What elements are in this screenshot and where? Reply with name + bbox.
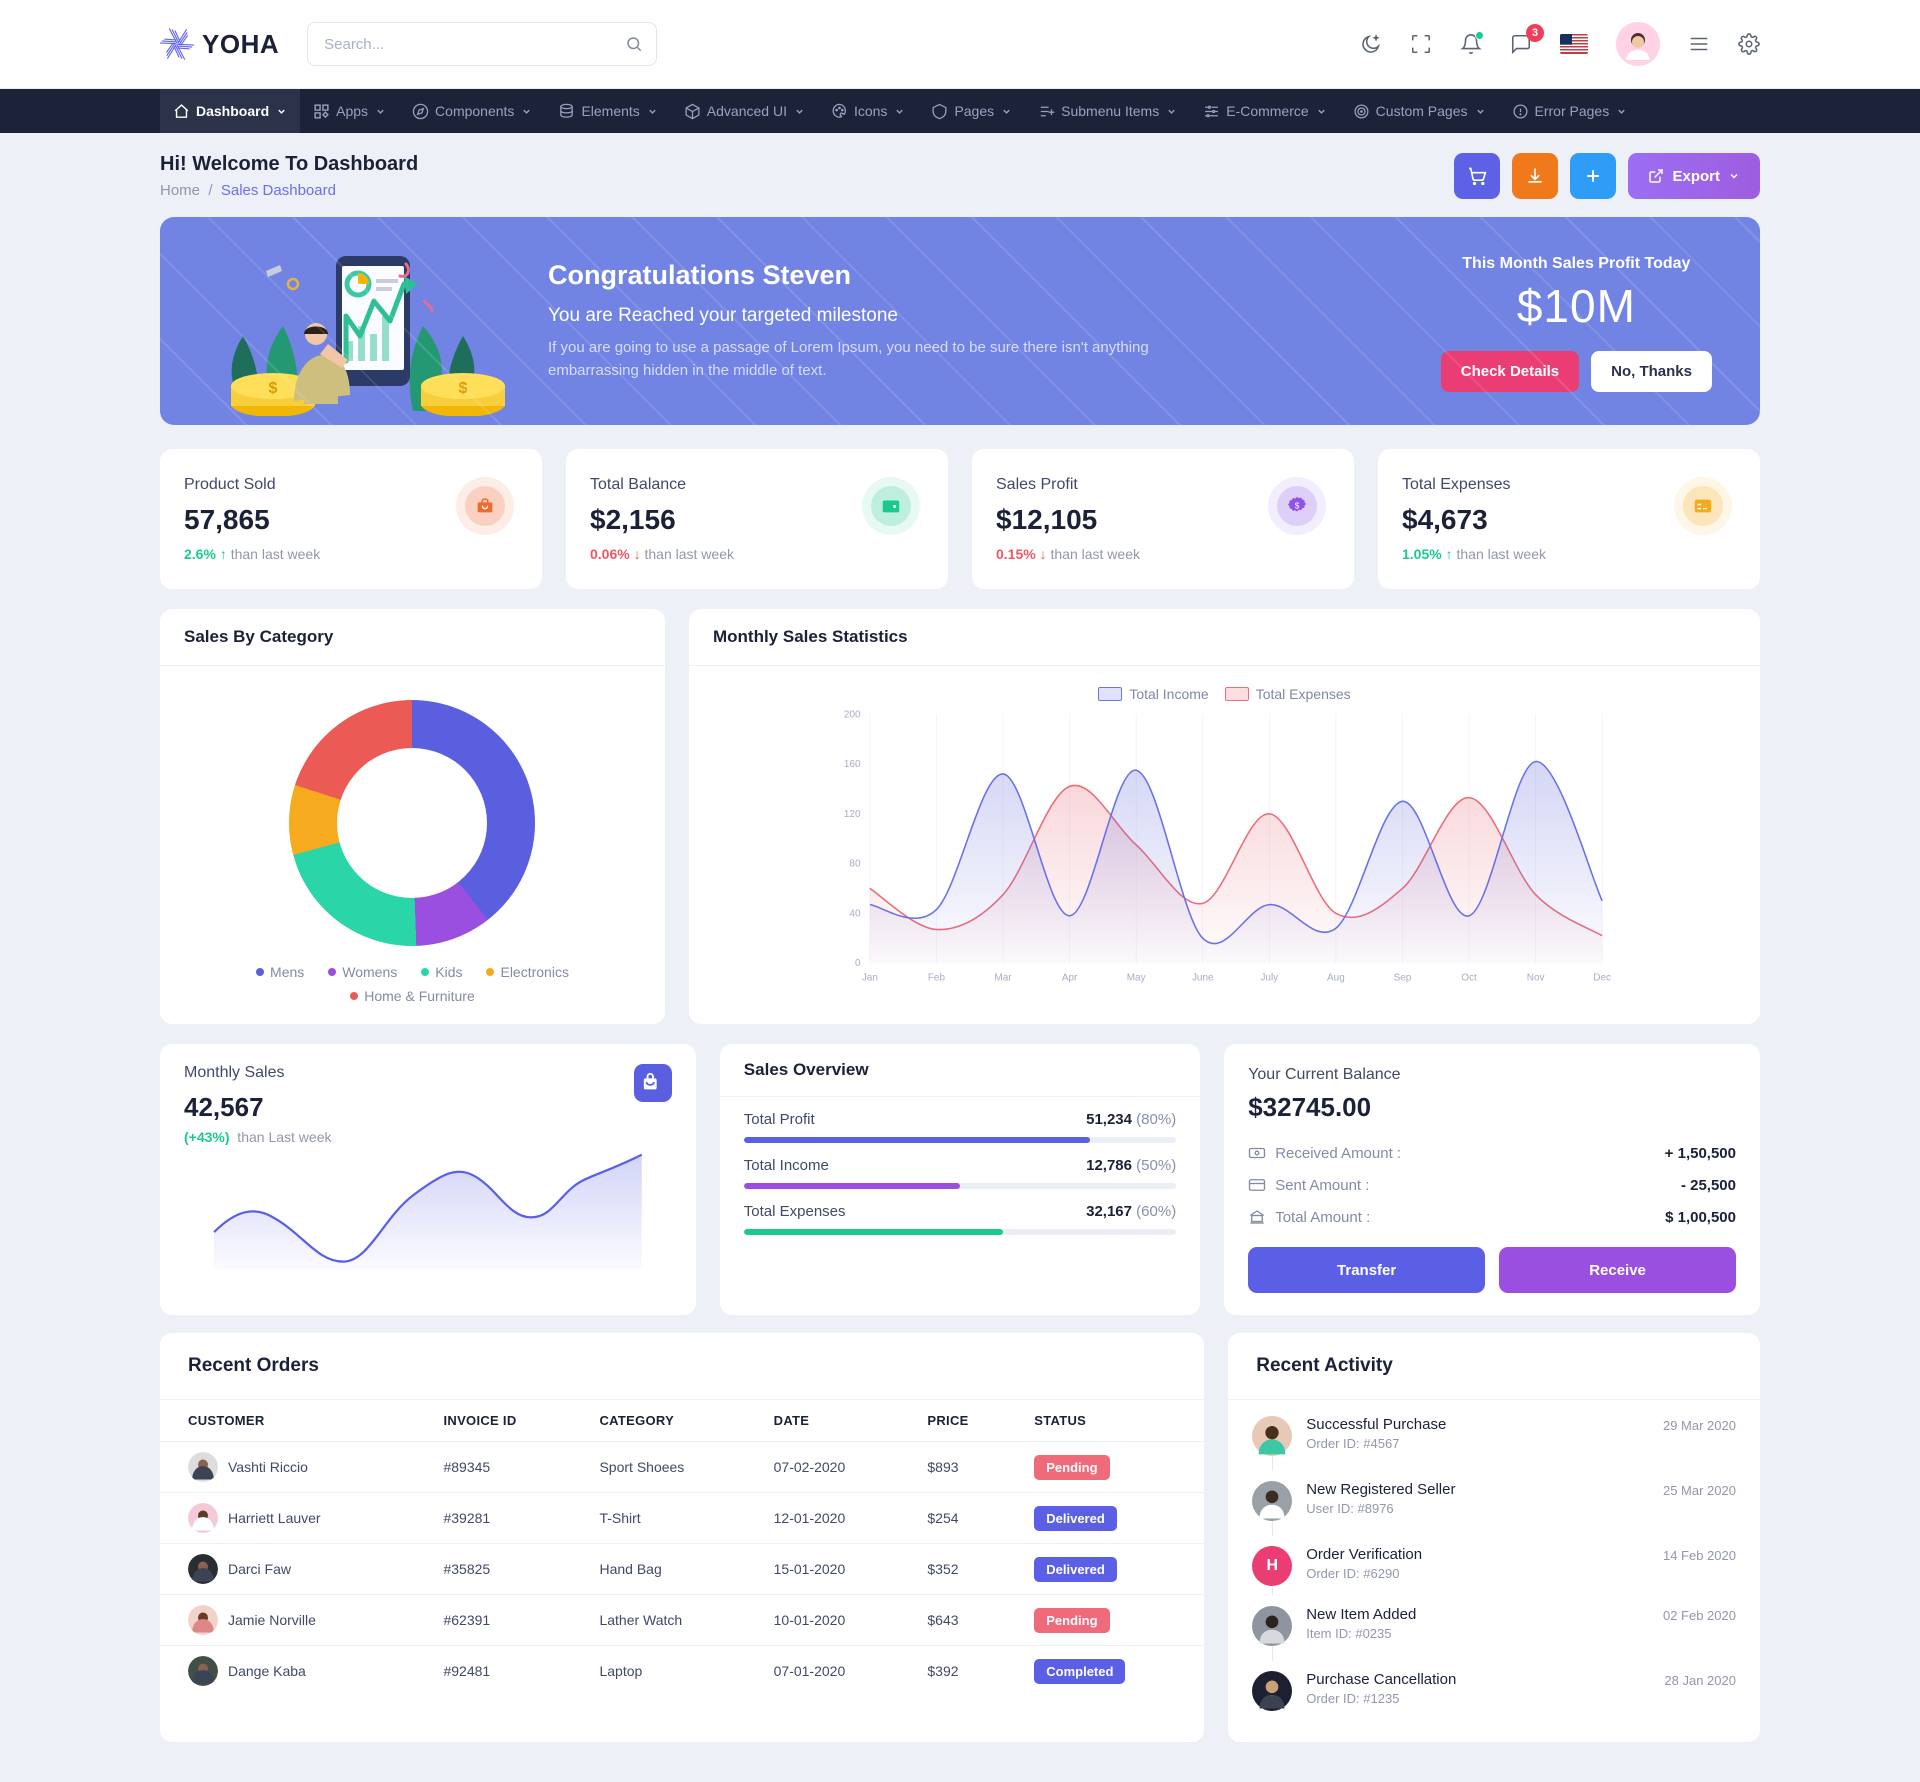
svg-text:July: July — [1260, 973, 1278, 984]
svg-text:$: $ — [1295, 501, 1300, 510]
svg-text:May: May — [1127, 973, 1146, 984]
svg-text:Nov: Nov — [1527, 973, 1545, 984]
svg-text:Apr: Apr — [1062, 973, 1078, 984]
svg-text:Oct: Oct — [1461, 973, 1477, 984]
svg-text:120: 120 — [844, 809, 861, 820]
svg-text:40: 40 — [849, 908, 861, 919]
svg-text:0: 0 — [855, 958, 861, 969]
svg-text:80: 80 — [849, 859, 861, 870]
svg-text:Aug: Aug — [1327, 973, 1345, 984]
svg-text:Dec: Dec — [1593, 973, 1611, 984]
svg-text:Mar: Mar — [994, 973, 1012, 984]
svg-text:200: 200 — [844, 709, 861, 720]
svg-text:160: 160 — [844, 759, 861, 770]
svg-text:June: June — [1192, 973, 1214, 984]
svg-text:Sep: Sep — [1394, 973, 1412, 984]
svg-text:Feb: Feb — [928, 973, 946, 984]
svg-text:Jan: Jan — [862, 973, 878, 984]
